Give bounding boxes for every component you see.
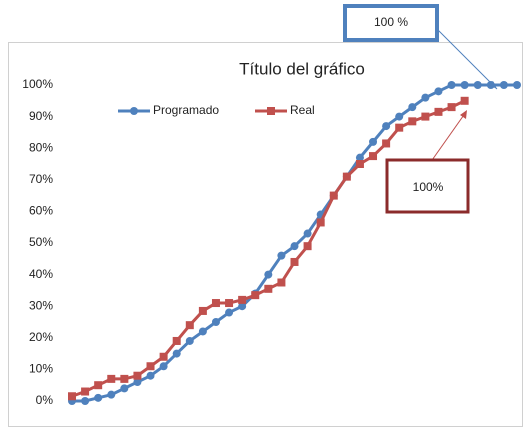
y-tick-label: 0% bbox=[36, 393, 54, 407]
point bbox=[355, 153, 364, 162]
point bbox=[211, 299, 220, 308]
point bbox=[369, 152, 378, 161]
point bbox=[133, 371, 142, 380]
point bbox=[120, 374, 129, 383]
point bbox=[198, 327, 207, 336]
point bbox=[159, 352, 168, 361]
y-tick-label: 60% bbox=[29, 204, 53, 218]
point bbox=[395, 123, 404, 132]
point bbox=[264, 270, 273, 279]
y-tick-label: 50% bbox=[29, 235, 53, 249]
legend-label: Real bbox=[290, 103, 315, 117]
annotation-box bbox=[385, 158, 470, 214]
point bbox=[133, 378, 142, 387]
annotation: 100% bbox=[413, 180, 444, 194]
point bbox=[290, 242, 299, 251]
point bbox=[172, 349, 181, 358]
point bbox=[264, 284, 273, 293]
point bbox=[342, 172, 351, 181]
point bbox=[238, 295, 247, 304]
legend-label: Programado bbox=[153, 103, 219, 117]
point bbox=[421, 112, 430, 121]
point bbox=[146, 362, 155, 371]
point bbox=[107, 390, 116, 399]
point bbox=[408, 103, 417, 112]
point bbox=[460, 81, 469, 89]
point bbox=[238, 302, 247, 311]
point bbox=[185, 321, 194, 330]
y-tick-label: 20% bbox=[29, 330, 53, 344]
point bbox=[382, 139, 391, 148]
point bbox=[172, 336, 181, 345]
y-tick-label: 90% bbox=[29, 109, 53, 123]
y-tick-label: 100% bbox=[22, 77, 53, 91]
point bbox=[94, 393, 103, 402]
annotation-arrow bbox=[429, 111, 467, 164]
point bbox=[211, 318, 220, 326]
arrow-head bbox=[489, 81, 497, 89]
y-tick-label: 30% bbox=[29, 298, 53, 312]
legend-marker bbox=[130, 107, 138, 115]
point bbox=[316, 218, 325, 227]
point bbox=[329, 191, 338, 200]
point bbox=[68, 392, 76, 401]
point bbox=[369, 137, 378, 146]
point bbox=[277, 278, 286, 287]
point bbox=[303, 229, 312, 238]
point bbox=[94, 381, 103, 390]
point bbox=[225, 308, 234, 317]
point bbox=[107, 374, 116, 383]
point bbox=[460, 96, 469, 105]
point bbox=[434, 107, 443, 116]
point bbox=[81, 397, 90, 405]
point bbox=[447, 81, 456, 89]
chart-title: Título del gráfico bbox=[239, 59, 365, 78]
point bbox=[303, 242, 312, 251]
annotation: 100 % bbox=[374, 15, 408, 29]
point bbox=[434, 87, 443, 96]
point bbox=[355, 160, 364, 168]
plot: 0% 10% 20% 30% 40% 50% 60% 70% 80% 90% 100% Program… bbox=[22, 77, 521, 407]
y-tick-label: 70% bbox=[29, 172, 53, 186]
y-tick-label: 40% bbox=[29, 267, 53, 281]
annotation-arrow bbox=[437, 29, 498, 90]
arrow-head bbox=[460, 110, 467, 119]
point bbox=[513, 81, 521, 89]
point bbox=[251, 291, 260, 300]
y-tick-label: 80% bbox=[29, 140, 53, 154]
point bbox=[395, 112, 404, 121]
point bbox=[382, 122, 391, 131]
point bbox=[81, 387, 90, 396]
y-tick-label: 10% bbox=[29, 362, 53, 376]
point bbox=[185, 336, 194, 345]
point bbox=[277, 251, 286, 260]
point bbox=[447, 103, 456, 112]
point bbox=[159, 362, 168, 371]
annotation-box bbox=[343, 4, 439, 42]
point bbox=[198, 306, 207, 315]
point bbox=[408, 117, 417, 126]
point bbox=[421, 93, 430, 102]
legend-marker bbox=[267, 107, 275, 115]
point bbox=[225, 299, 234, 308]
point bbox=[120, 384, 129, 393]
point bbox=[290, 257, 299, 266]
point bbox=[499, 81, 508, 89]
chart-area bbox=[8, 42, 523, 427]
point bbox=[473, 81, 482, 89]
point bbox=[146, 371, 155, 380]
